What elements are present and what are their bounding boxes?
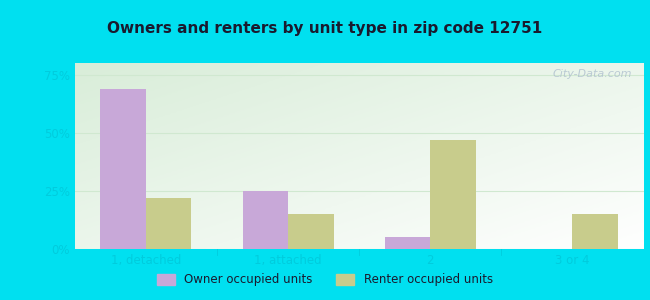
Bar — [242, 191, 288, 249]
Bar — [146, 198, 191, 249]
Bar — [573, 214, 618, 249]
Bar — [430, 140, 476, 249]
Bar — [385, 237, 430, 249]
Legend: Owner occupied units, Renter occupied units: Owner occupied units, Renter occupied un… — [153, 269, 497, 291]
Bar — [288, 214, 333, 249]
Text: City-Data.com: City-Data.com — [552, 69, 632, 79]
Text: Owners and renters by unit type in zip code 12751: Owners and renters by unit type in zip c… — [107, 21, 543, 36]
Bar — [100, 88, 146, 249]
